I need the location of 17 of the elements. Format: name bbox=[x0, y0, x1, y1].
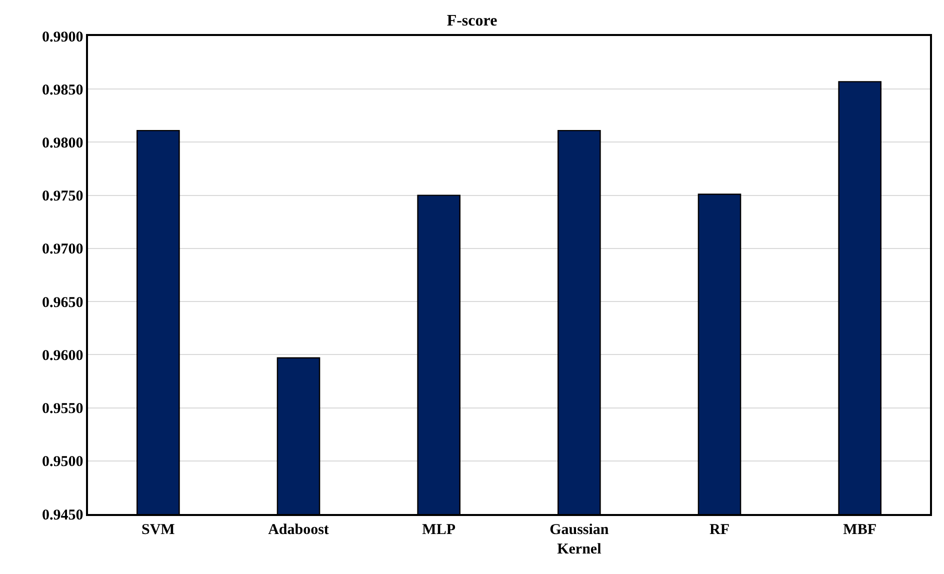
y-tick-label: 0.9650 bbox=[42, 294, 84, 311]
chart-title: F-score bbox=[446, 12, 498, 30]
x-tick-label: RF bbox=[710, 522, 730, 538]
x-tick-label: MLP bbox=[422, 522, 456, 538]
y-tick-label: 0.9750 bbox=[42, 188, 84, 205]
y-tick-label: 0.9500 bbox=[42, 454, 84, 470]
y-tick-label: 0.9800 bbox=[42, 135, 84, 152]
y-tick-label: 0.9900 bbox=[42, 29, 84, 46]
x-tick-label: Gaussian Kernel bbox=[550, 522, 610, 558]
x-tick-label: SVM bbox=[142, 522, 175, 538]
y-tick-label: 0.9850 bbox=[42, 82, 84, 98]
x-tick-label: MBF bbox=[843, 522, 876, 538]
x-tick-label: Adaboost bbox=[268, 522, 329, 538]
y-tick-label: 0.9600 bbox=[42, 348, 84, 364]
y-tick-label: 0.9450 bbox=[42, 507, 84, 524]
y-tick-label: 0.9550 bbox=[42, 401, 84, 418]
y-tick-label: 0.9700 bbox=[42, 242, 84, 258]
